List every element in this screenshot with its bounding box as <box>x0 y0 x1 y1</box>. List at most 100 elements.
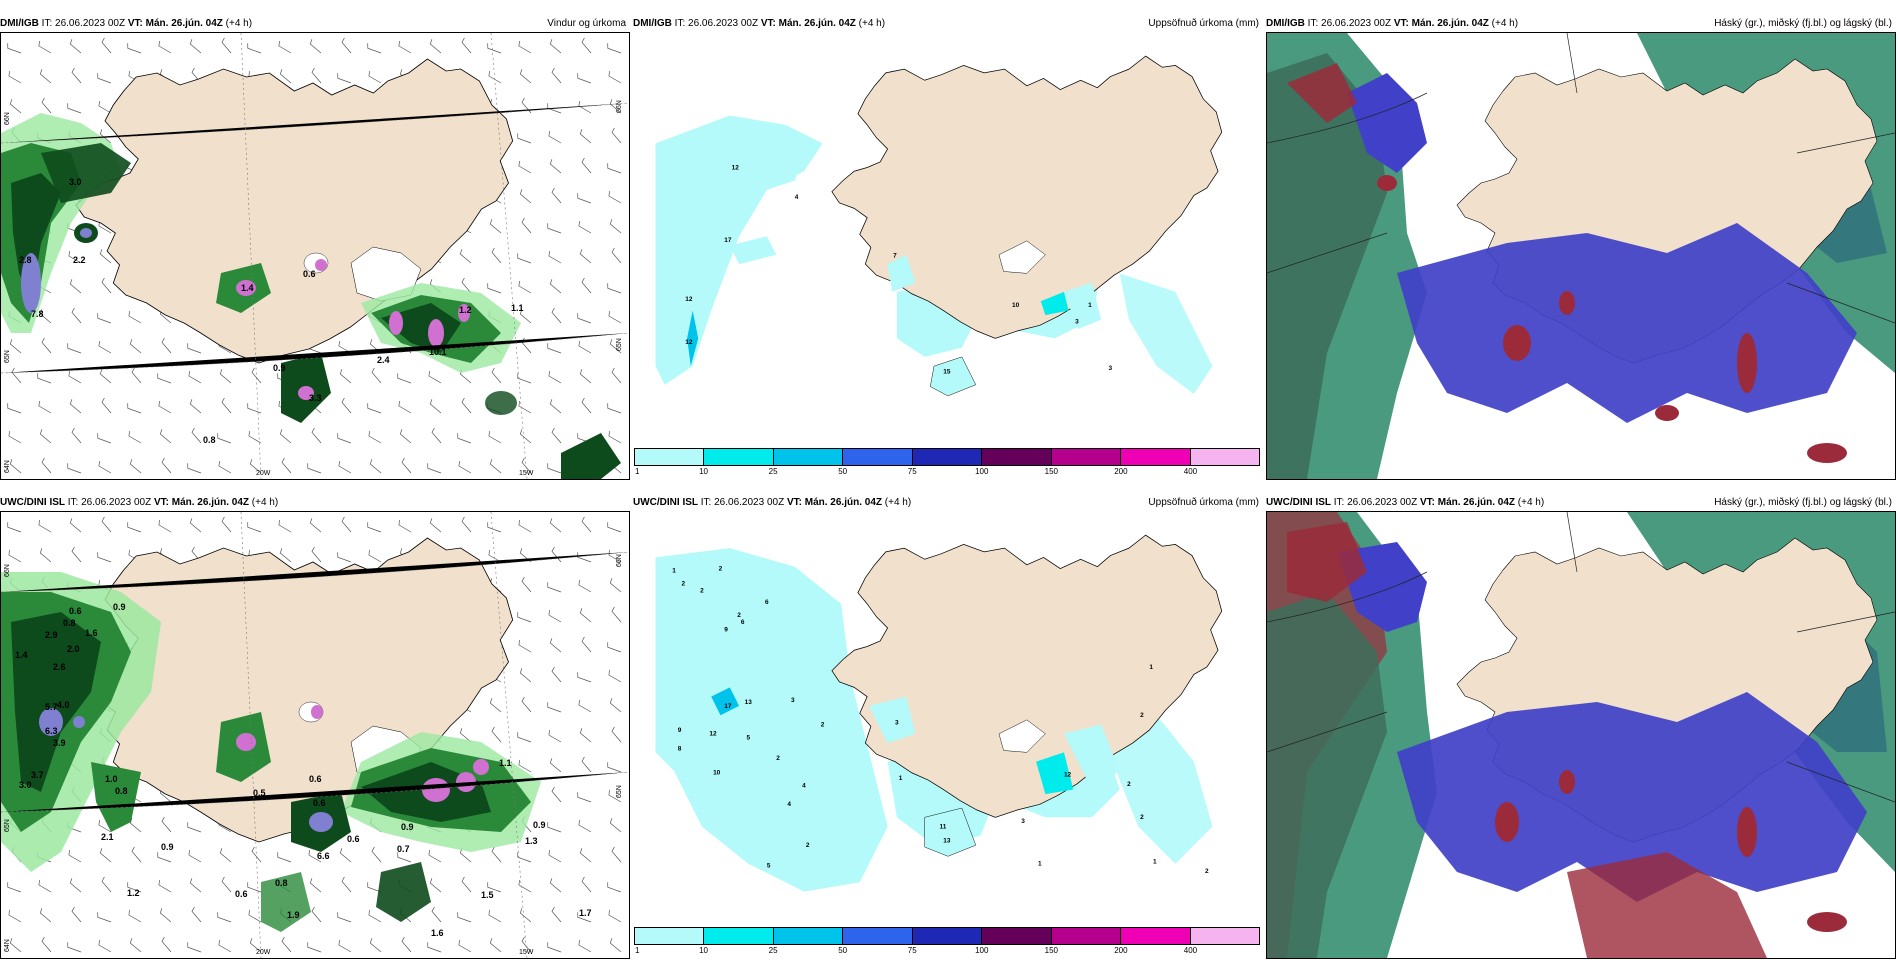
wind-barb <box>9 339 22 354</box>
accum-value: 12 <box>685 339 693 346</box>
wind-barb <box>578 580 592 593</box>
colorbar-segment <box>843 449 913 465</box>
wind-barb <box>98 341 112 354</box>
clouds-map[interactable] <box>1267 33 1895 479</box>
colorbar-label: 25 <box>768 946 778 955</box>
wind-barb <box>609 818 622 833</box>
wind-barb <box>98 820 112 833</box>
panel-header: UWC/DINI ISL IT: 26.06.2023 00Z VT: Mán.… <box>0 495 630 511</box>
precip-value: 2.2 <box>73 255 86 265</box>
colorbar-label: 50 <box>838 467 848 476</box>
init-time-label: IT: <box>41 18 53 29</box>
lon-label-15: 15W <box>519 470 534 477</box>
wind-barb <box>341 516 352 533</box>
wind-barb <box>608 910 622 923</box>
init-time: 26.06.2023 00Z <box>688 18 759 29</box>
wind-barb <box>518 161 532 174</box>
wind-barb <box>278 41 292 54</box>
accum-value: 12 <box>685 296 693 303</box>
colorbar-segment <box>982 449 1052 465</box>
colorbar-segment <box>704 928 774 944</box>
wind-barb <box>518 281 532 294</box>
wind-barb <box>98 461 112 474</box>
colorbar-segment <box>1051 928 1122 944</box>
wind-barb <box>7 403 22 414</box>
precip-value: 0.9 <box>161 842 174 852</box>
colorbar-segment <box>912 928 983 944</box>
wind-barb <box>221 397 232 414</box>
colorbar-label: 150 <box>1044 946 1059 955</box>
wind-barb <box>39 429 52 444</box>
accum-value: 1 <box>1149 664 1153 671</box>
accum-precip-map[interactable]: 12 4 17 12 12 7 10 3 15 1 3 <box>633 32 1261 446</box>
precip-value: 1.5 <box>481 890 494 900</box>
accum-value: 10 <box>1012 302 1020 309</box>
wind-barb <box>611 846 622 863</box>
wind-barb <box>519 429 532 444</box>
wind-precip-map[interactable]: 66N 65N 66N 65N 20W 15W 64N 3.0 2.8 2.2 … <box>1 33 629 479</box>
precip-value: 3.7 <box>31 770 44 780</box>
wind-barb <box>487 522 502 533</box>
wind-barb <box>337 433 352 444</box>
wind-barb <box>7 43 22 54</box>
accum-value: 2 <box>806 842 810 849</box>
wind-barb <box>519 908 532 923</box>
precip-value: 0.9 <box>273 363 286 373</box>
wind-barb <box>548 730 562 743</box>
wind-barb <box>71 546 82 563</box>
panel-accum-precip-uwc: UWC/DINI ISL IT: 26.06.2023 00Z VT: Mán.… <box>633 495 1263 960</box>
map-frame[interactable]: 66N 65N 66N 65N 20W 15W 64N 3.0 2.8 2.2 … <box>0 32 630 480</box>
accum-value: 5 <box>746 734 750 741</box>
map-frame[interactable] <box>1266 511 1896 959</box>
init-time: 26.06.2023 00Z <box>1321 18 1392 29</box>
init-time-label: IT: <box>674 18 686 29</box>
map-frame[interactable] <box>1266 32 1896 480</box>
lat-label-64: 64N <box>4 939 11 952</box>
wind-barb <box>281 936 292 953</box>
precip-value: 0.9 <box>533 820 546 830</box>
clouds-map[interactable] <box>1267 512 1895 958</box>
panel-header: UWC/DINI ISL IT: 26.06.2023 00Z VT: Mán.… <box>1266 495 1896 511</box>
wind-barb <box>367 43 382 54</box>
wind-barb <box>579 848 592 863</box>
accum-precip-map[interactable]: 1 2 2 2 6 9 6 2 13 17 12 9 8 10 5 3 2 4 … <box>633 511 1261 925</box>
precip-value: 1.7 <box>579 908 592 918</box>
precip-value: 1.2 <box>459 305 472 315</box>
init-time-label: IT: <box>67 497 79 508</box>
wind-barb <box>187 822 202 833</box>
wind-barb <box>221 516 232 533</box>
wind-barb <box>607 762 622 773</box>
wind-precip-map[interactable]: 66N 65N 66N 65N 20W 15W 64N 0.9 0.6 0.8 … <box>1 512 629 958</box>
accum-value: 2 <box>719 565 723 572</box>
wind-barb <box>611 367 622 384</box>
wind-barb <box>369 938 382 953</box>
wind-barb <box>608 311 622 324</box>
field-title: Uppsöfnuð úrkoma (mm) <box>1148 18 1259 29</box>
wind-barb <box>309 878 322 893</box>
wind-barb <box>187 343 202 354</box>
wind-barb <box>459 249 472 264</box>
wind-barb <box>427 463 442 474</box>
wind-barb <box>461 516 472 533</box>
accum-value: 12 <box>709 731 717 738</box>
map-frame[interactable]: 12 4 17 12 12 7 10 3 15 1 3 1 10 25 50 75 100… <box>633 32 1261 478</box>
wind-barb <box>517 852 532 863</box>
lat-label-64: 64N <box>4 460 11 473</box>
wind-barb <box>517 133 532 144</box>
wind-barb <box>187 463 202 474</box>
map-frame[interactable]: 66N 65N 66N 65N 20W 15W 64N 0.9 0.6 0.8 … <box>0 511 630 959</box>
wind-barb <box>9 99 22 114</box>
wind-barb <box>101 277 112 294</box>
wind-barb <box>549 638 562 653</box>
accum-value: 2 <box>1140 712 1144 719</box>
panel-wind-precip-dmi: DMI/IGB IT: 26.06.2023 00Z VT: Mán. 26.j… <box>0 16 630 481</box>
accum-value: 17 <box>724 703 732 710</box>
wind-barb <box>369 459 382 474</box>
wind-barb <box>39 548 52 563</box>
wind-barb <box>611 127 622 144</box>
wind-barb <box>488 550 502 563</box>
precip-value: 0.6 <box>69 606 82 616</box>
precip-value: 6.3 <box>45 726 58 736</box>
map-frame[interactable]: 1 2 2 2 6 9 6 2 13 17 12 9 8 10 5 3 2 4 … <box>633 511 1261 957</box>
wind-barb <box>311 546 322 563</box>
